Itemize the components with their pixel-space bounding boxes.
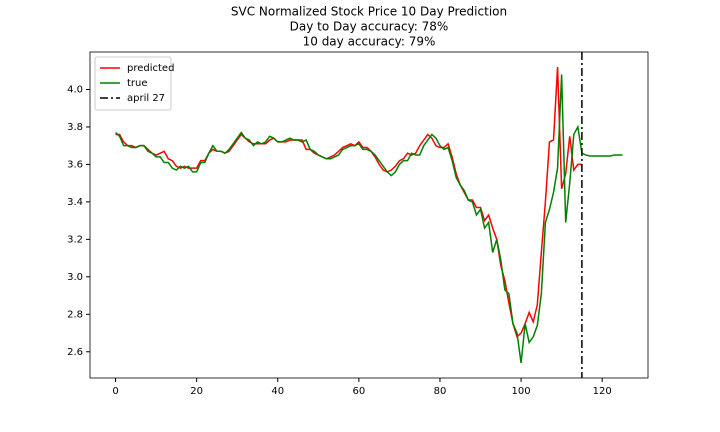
chart-subtitle: Day to Day accuracy: 78% <box>290 20 449 34</box>
x-tick-label: 100 <box>512 386 531 397</box>
x-tick-label: 0 <box>112 386 118 397</box>
y-tick-label: 3.4 <box>67 197 83 208</box>
data-line <box>115 66 582 339</box>
y-tick-label: 2.8 <box>67 309 83 320</box>
y-tick-label: 3.0 <box>67 272 83 283</box>
legend-label: april 27 <box>127 93 165 104</box>
x-tick-label: 40 <box>271 386 284 397</box>
chart-title: SVC Normalized Stock Price 10 Day Predic… <box>231 5 507 19</box>
x-tick-label: 20 <box>190 386 203 397</box>
plot-frame <box>89 51 649 379</box>
legend-label: true <box>127 78 148 89</box>
legend-label: predicted <box>127 63 174 74</box>
legend-box <box>94 56 172 111</box>
chart-subtitle: 10 day accuracy: 79% <box>303 35 436 49</box>
x-tick-label: 80 <box>434 386 447 397</box>
y-tick-label: 4.0 <box>67 84 83 95</box>
data-line <box>115 74 623 364</box>
x-tick-label: 60 <box>352 386 365 397</box>
y-tick-label: 3.2 <box>67 234 83 245</box>
y-tick-label: 2.6 <box>67 347 83 358</box>
x-tick-label: 120 <box>593 386 612 397</box>
y-tick-label: 3.8 <box>67 122 83 133</box>
y-tick-label: 3.6 <box>67 159 83 170</box>
